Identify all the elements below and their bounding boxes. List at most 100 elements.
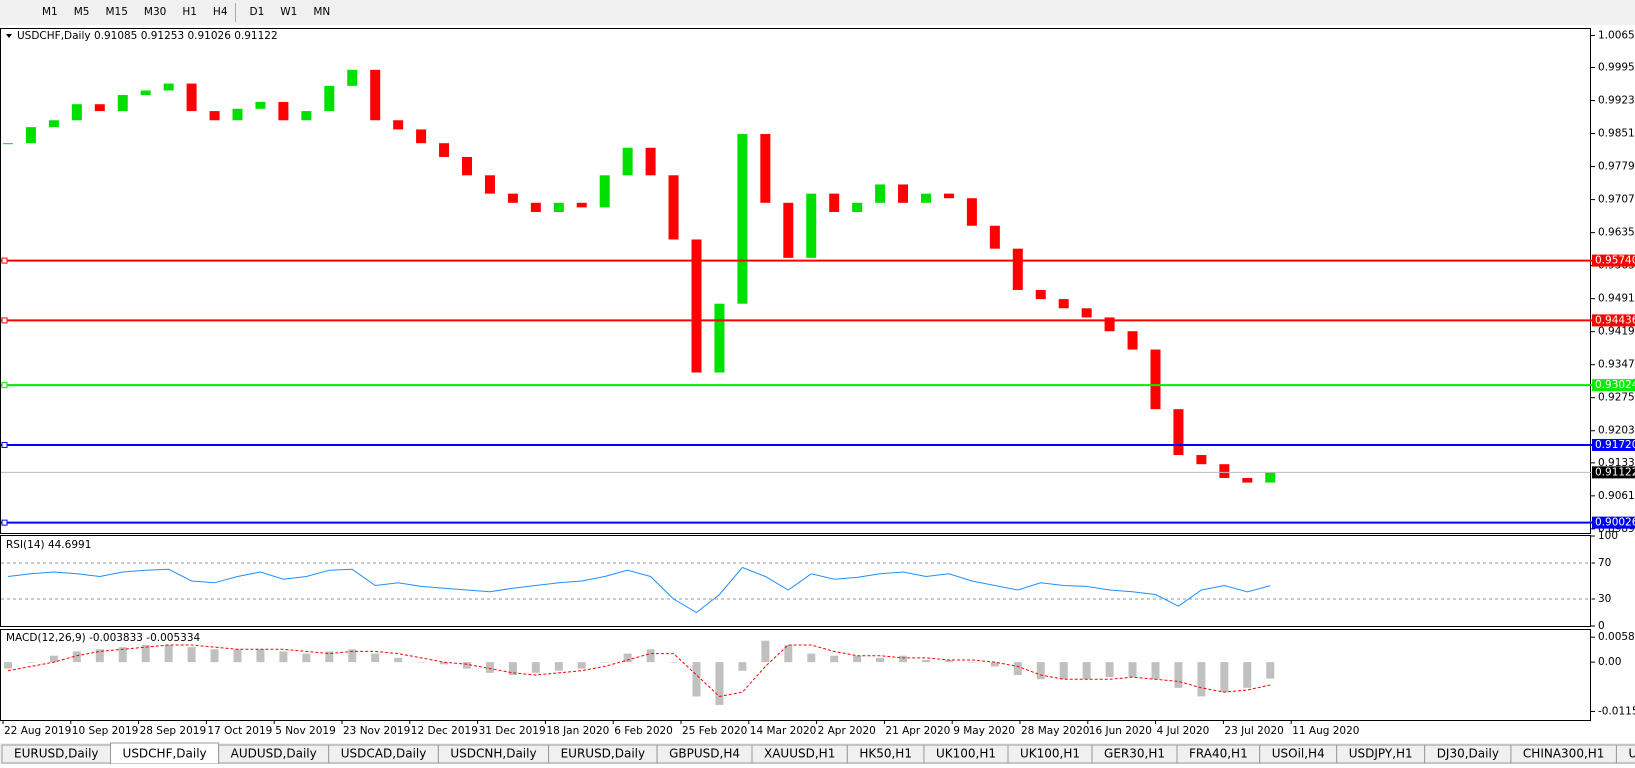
chart-tab-label[interactable]: USDCNH,Daily	[450, 747, 536, 761]
macd-bar	[967, 662, 976, 663]
date-label: 28 Sep 2019	[140, 725, 207, 737]
timeframe-button[interactable]: MN	[313, 6, 330, 18]
chart-tab-label[interactable]: HK50,H1	[859, 747, 912, 761]
chart-tab-label[interactable]: USDJPY,H1	[1349, 747, 1413, 761]
macd-bar	[302, 653, 311, 663]
candle	[1242, 477, 1253, 483]
date-label: 21 Apr 2020	[885, 725, 950, 737]
level-tag	[1592, 254, 1635, 267]
chart-tab-label[interactable]: CHINA300,H1	[1523, 747, 1605, 761]
macd-panel	[0, 629, 1591, 721]
candle	[1127, 331, 1138, 350]
macd-bar	[394, 657, 403, 663]
macd-bar	[784, 645, 793, 663]
chart-tab-label[interactable]: FRA40,H1	[1189, 747, 1248, 761]
date-label: 22 Aug 2019	[4, 725, 71, 737]
macd-bar	[990, 662, 999, 667]
macd-bar	[118, 647, 127, 663]
candle	[301, 111, 312, 121]
date-label: 10 Sep 2019	[72, 725, 139, 737]
macd-bar	[210, 649, 219, 663]
chart-tab-label[interactable]: DJ30,Daily	[1437, 747, 1499, 761]
level-label: 0.91720	[1595, 439, 1635, 451]
timeframe-button[interactable]: M30	[144, 6, 166, 18]
toolbar	[0, 0, 1635, 25]
chart-tab[interactable]	[1615, 744, 1635, 764]
macd-bar	[944, 660, 953, 663]
date-label: 5 Nov 2019	[275, 725, 336, 737]
y-tick-label: 70	[1598, 557, 1611, 569]
macd-bar	[463, 662, 471, 669]
macd-bar	[233, 649, 242, 663]
y-tick-label: 100	[1598, 530, 1618, 542]
chart-tab-label[interactable]: USOil,H4	[1272, 747, 1325, 761]
candle	[416, 129, 427, 144]
candle	[668, 175, 679, 240]
timeframe-button[interactable]: M15	[106, 6, 128, 18]
candle	[898, 184, 909, 203]
macd-bar	[1013, 662, 1022, 675]
chart-tab-label[interactable]: EURUSD,Daily	[14, 747, 99, 761]
timeframe-button[interactable]: H1	[182, 6, 197, 18]
timeframe-button[interactable]: D1	[250, 6, 265, 18]
macd-bar	[738, 662, 747, 671]
macd-bar	[279, 651, 288, 663]
timeframe-button[interactable]: M5	[74, 6, 90, 18]
candle	[1081, 308, 1092, 318]
macd-bar	[715, 662, 724, 705]
chart-tab-label[interactable]: GBPUSD,H4	[669, 747, 740, 761]
level-handle	[1, 382, 8, 389]
candle	[760, 134, 771, 203]
candle	[875, 184, 886, 203]
macd-bar	[807, 653, 816, 663]
chart-tab-label[interactable]: AUDUSD,Daily	[231, 747, 317, 761]
chart-tab-label[interactable]: XAUUSD,H1	[764, 747, 835, 761]
candle	[1150, 349, 1161, 410]
candle	[347, 69, 358, 86]
level-label: 0.95740	[1595, 255, 1635, 267]
candle	[921, 193, 931, 203]
level-handle	[1, 519, 8, 526]
chart-tab-label[interactable]: USOil,H1	[1628, 747, 1635, 761]
macd-bar	[600, 662, 609, 663]
candle	[117, 95, 128, 112]
timeframe-button[interactable]: H4	[213, 6, 228, 18]
candle	[324, 85, 335, 112]
candle	[140, 90, 151, 96]
chart-tab-label[interactable]: USDCAD,Daily	[341, 747, 427, 761]
candle	[806, 193, 817, 258]
chart-tab-label[interactable]: EURUSD,Daily	[561, 747, 646, 761]
macd-bar	[1174, 662, 1183, 688]
candle	[1058, 299, 1069, 309]
date-label: 18 Jan 2020	[546, 725, 609, 737]
chart-window	[0, 25, 1635, 743]
timeframe-button[interactable]: M1	[42, 6, 58, 18]
candle	[209, 111, 220, 121]
candle	[1104, 317, 1115, 332]
candle	[3, 143, 13, 145]
date-label: 11 Aug 2020	[1292, 725, 1359, 737]
candle	[439, 143, 450, 157]
chart-tab-label[interactable]: UK100,H1	[1020, 747, 1080, 761]
chart-tab-label[interactable]: UK100,H1	[936, 747, 996, 761]
candle	[645, 147, 656, 176]
header-arrow	[6, 34, 12, 38]
macd-bar	[761, 640, 770, 663]
chart-tab-label[interactable]: USDCHF,Daily	[123, 747, 207, 761]
macd-bar	[164, 645, 173, 663]
timeframe-button[interactable]: W1	[280, 6, 297, 18]
candle	[1219, 464, 1230, 478]
macd-bar	[1220, 662, 1229, 693]
macd-bar	[4, 662, 12, 669]
macd-bar	[485, 662, 494, 673]
date-label: 23 Nov 2019	[343, 725, 410, 737]
chart-tab-label[interactable]: GER30,H1	[1104, 747, 1165, 761]
candle	[622, 147, 633, 176]
level-handle	[1, 257, 8, 264]
